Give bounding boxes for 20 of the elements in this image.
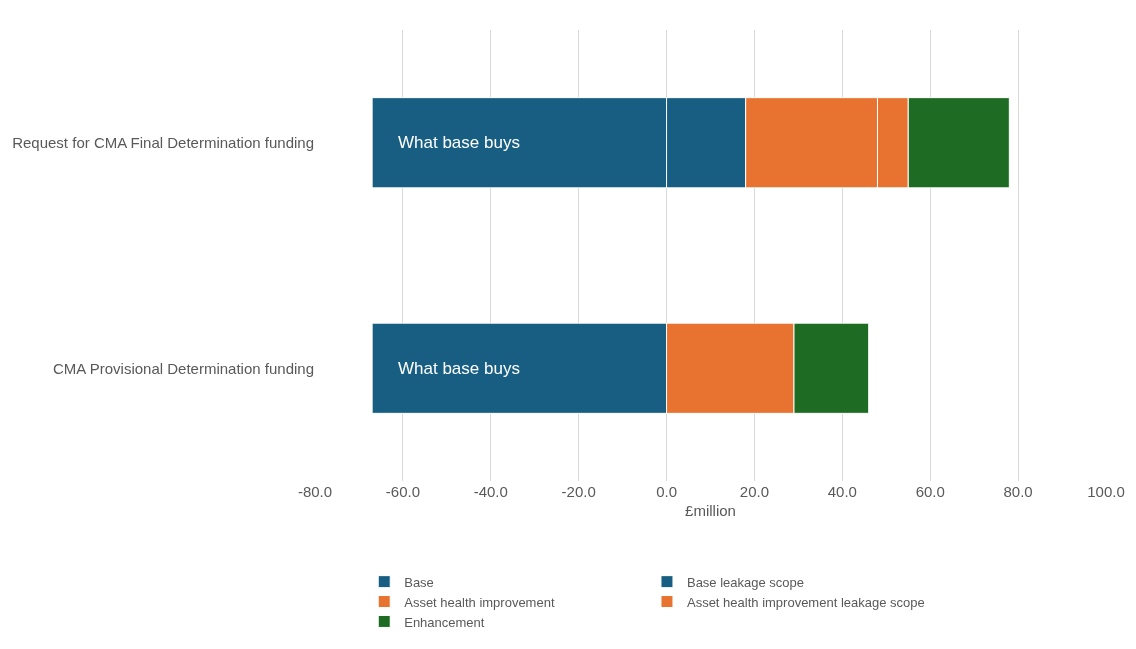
y-tick-label: CMA Provisional Determination funding [53, 359, 314, 377]
x-tick-label: 20.0 [739, 483, 770, 500]
legend-label: Asset health improvement leakage scope [686, 594, 925, 610]
annotation: What base buys [398, 359, 520, 378]
x-tick-label: 0.0 [656, 483, 677, 500]
x-tick-label: -20.0 [561, 483, 596, 500]
x-axis-title: £million [685, 502, 736, 519]
x-tick-label: -80.0 [297, 483, 333, 500]
x-tick-label: 100.0 [1087, 483, 1125, 500]
legend-label: Asset health improvement [404, 594, 555, 610]
legend-label: Base [404, 574, 434, 590]
x-tick-label: 80.0 [1003, 483, 1033, 500]
x-tick-label: -40.0 [473, 483, 508, 500]
legend-label: Base leakage scope [686, 574, 805, 590]
x-tick-label: -60.0 [385, 483, 420, 500]
annotation: What base buys [398, 133, 520, 152]
y-tick-label: Request for CMA Final Determination funding [12, 134, 314, 151]
legend-label: Enhancement [404, 614, 485, 630]
x-tick-label: 60.0 [915, 483, 945, 500]
x-tick-label: 40.0 [827, 483, 857, 500]
